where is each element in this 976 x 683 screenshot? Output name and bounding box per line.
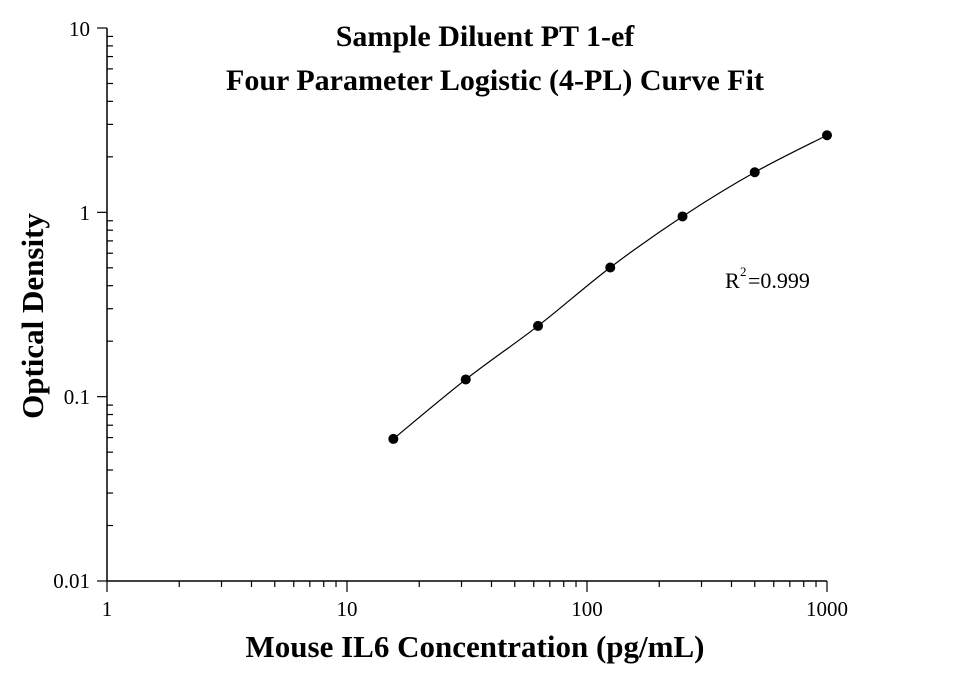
r-squared-annotation: R 2 =0.999 (725, 264, 810, 293)
ticks (97, 27, 828, 592)
y-tick-label: 0.01 (53, 569, 90, 593)
data-point (605, 262, 616, 273)
x-tick-label: 10 (337, 597, 358, 621)
x-tick-label: 1 (102, 597, 113, 621)
chart-title: Sample Diluent PT 1-ef (336, 20, 636, 53)
y-axis-title: Optical Density (15, 213, 50, 419)
y-tick-label: 1 (80, 201, 91, 225)
y-tick-label: 10 (69, 17, 90, 41)
chart-subtitle: Four Parameter Logistic (4-PL) Curve Fit (226, 64, 764, 97)
x-tick-label: 1000 (806, 597, 848, 621)
data-point (749, 167, 760, 178)
data-points (388, 130, 832, 444)
x-tick-label: 100 (571, 597, 603, 621)
data-point (533, 320, 544, 331)
data-point (822, 130, 832, 141)
r-squared-value: =0.999 (748, 268, 810, 293)
y-tick-label: 0.1 (64, 385, 90, 409)
r-squared-label: R (725, 268, 740, 293)
axes (106, 28, 827, 582)
x-axis-title: Mouse IL6 Concentration (pg/mL) (246, 629, 705, 664)
data-point (388, 433, 399, 444)
data-point (677, 211, 688, 222)
r-squared-superscript: 2 (740, 264, 747, 279)
data-point (460, 374, 471, 385)
